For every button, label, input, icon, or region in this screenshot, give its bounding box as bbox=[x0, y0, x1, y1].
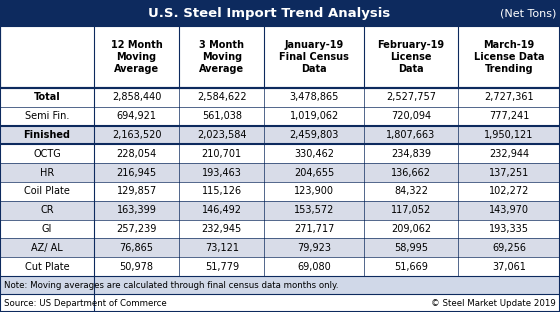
Text: 117,052: 117,052 bbox=[391, 205, 431, 215]
Text: Coil Plate: Coil Plate bbox=[24, 186, 70, 196]
Text: March-19
License Data
Trending: March-19 License Data Trending bbox=[474, 40, 544, 74]
Text: 58,995: 58,995 bbox=[394, 243, 428, 253]
Text: HR: HR bbox=[40, 168, 54, 178]
Text: 209,062: 209,062 bbox=[391, 224, 431, 234]
Bar bbox=[0, 88, 560, 107]
Text: 2,459,803: 2,459,803 bbox=[290, 130, 339, 140]
Bar bbox=[0, 201, 560, 220]
Text: 694,921: 694,921 bbox=[116, 111, 157, 121]
Text: 50,978: 50,978 bbox=[120, 261, 153, 272]
Text: Note: Moving averages are calculated through final census data months only.: Note: Moving averages are calculated thr… bbox=[4, 280, 338, 290]
Text: 777,241: 777,241 bbox=[489, 111, 529, 121]
Text: 3,478,865: 3,478,865 bbox=[290, 92, 339, 102]
Bar bbox=[0, 163, 560, 182]
Text: GI: GI bbox=[42, 224, 52, 234]
Text: 2,163,520: 2,163,520 bbox=[112, 130, 161, 140]
Text: 129,857: 129,857 bbox=[116, 186, 157, 196]
Text: 330,462: 330,462 bbox=[294, 149, 334, 159]
Text: 12 Month
Moving
Average: 12 Month Moving Average bbox=[111, 40, 162, 74]
Text: 136,662: 136,662 bbox=[391, 168, 431, 178]
Text: 1,807,663: 1,807,663 bbox=[386, 130, 436, 140]
Text: 146,492: 146,492 bbox=[202, 205, 242, 215]
Text: 720,094: 720,094 bbox=[391, 111, 431, 121]
Text: February-19
License
Data: February-19 License Data bbox=[377, 40, 445, 74]
Text: 561,038: 561,038 bbox=[202, 111, 242, 121]
Text: 143,970: 143,970 bbox=[489, 205, 529, 215]
Text: 73,121: 73,121 bbox=[205, 243, 239, 253]
Text: 115,126: 115,126 bbox=[202, 186, 242, 196]
Text: 2,584,622: 2,584,622 bbox=[197, 92, 246, 102]
Text: © Steel Market Update 2019: © Steel Market Update 2019 bbox=[431, 299, 556, 308]
Text: 216,945: 216,945 bbox=[116, 168, 157, 178]
Bar bbox=[0, 220, 560, 238]
Text: CR: CR bbox=[40, 205, 54, 215]
Text: 228,054: 228,054 bbox=[116, 149, 157, 159]
Bar bbox=[0, 257, 560, 276]
Text: Cut Plate: Cut Plate bbox=[25, 261, 69, 272]
Bar bbox=[0, 0, 560, 26]
Bar bbox=[0, 144, 560, 163]
Text: 3 Month
Moving
Average: 3 Month Moving Average bbox=[199, 40, 244, 74]
Text: AZ/ AL: AZ/ AL bbox=[31, 243, 63, 253]
Text: 2,727,361: 2,727,361 bbox=[484, 92, 534, 102]
Text: 84,322: 84,322 bbox=[394, 186, 428, 196]
Text: 193,335: 193,335 bbox=[489, 224, 529, 234]
Text: Semi Fin.: Semi Fin. bbox=[25, 111, 69, 121]
Text: (Net Tons): (Net Tons) bbox=[500, 8, 556, 18]
Text: 1,950,121: 1,950,121 bbox=[484, 130, 534, 140]
Text: 69,080: 69,080 bbox=[297, 261, 331, 272]
Text: 257,239: 257,239 bbox=[116, 224, 157, 234]
Text: January-19
Final Census
Data: January-19 Final Census Data bbox=[279, 40, 349, 74]
Text: 102,272: 102,272 bbox=[489, 186, 529, 196]
Text: 1,019,062: 1,019,062 bbox=[290, 111, 339, 121]
Text: 193,463: 193,463 bbox=[202, 168, 242, 178]
Text: 51,779: 51,779 bbox=[205, 261, 239, 272]
Text: Total: Total bbox=[34, 92, 60, 102]
Text: 2,527,757: 2,527,757 bbox=[386, 92, 436, 102]
Text: U.S. Steel Import Trend Analysis: U.S. Steel Import Trend Analysis bbox=[148, 7, 390, 19]
Text: 76,865: 76,865 bbox=[120, 243, 153, 253]
Text: 204,655: 204,655 bbox=[294, 168, 334, 178]
Text: 2,858,440: 2,858,440 bbox=[112, 92, 161, 102]
Text: 232,944: 232,944 bbox=[489, 149, 529, 159]
Bar bbox=[0, 26, 560, 88]
Text: 69,256: 69,256 bbox=[492, 243, 526, 253]
Text: 137,251: 137,251 bbox=[489, 168, 529, 178]
Text: OCTG: OCTG bbox=[33, 149, 61, 159]
Text: 51,669: 51,669 bbox=[394, 261, 428, 272]
Text: 163,399: 163,399 bbox=[116, 205, 157, 215]
Text: 210,701: 210,701 bbox=[202, 149, 242, 159]
Bar bbox=[0, 294, 560, 312]
Text: 271,717: 271,717 bbox=[294, 224, 334, 234]
Text: 234,839: 234,839 bbox=[391, 149, 431, 159]
Bar bbox=[0, 126, 560, 144]
Bar bbox=[0, 182, 560, 201]
Bar bbox=[0, 276, 560, 294]
Text: Finished: Finished bbox=[24, 130, 71, 140]
Bar bbox=[0, 107, 560, 126]
Text: Source: US Department of Commerce: Source: US Department of Commerce bbox=[4, 299, 167, 308]
Text: 2,023,584: 2,023,584 bbox=[197, 130, 246, 140]
Bar bbox=[0, 238, 560, 257]
Text: 232,945: 232,945 bbox=[202, 224, 242, 234]
Text: 79,923: 79,923 bbox=[297, 243, 331, 253]
Text: 123,900: 123,900 bbox=[294, 186, 334, 196]
Text: 37,061: 37,061 bbox=[492, 261, 526, 272]
Text: 153,572: 153,572 bbox=[294, 205, 334, 215]
